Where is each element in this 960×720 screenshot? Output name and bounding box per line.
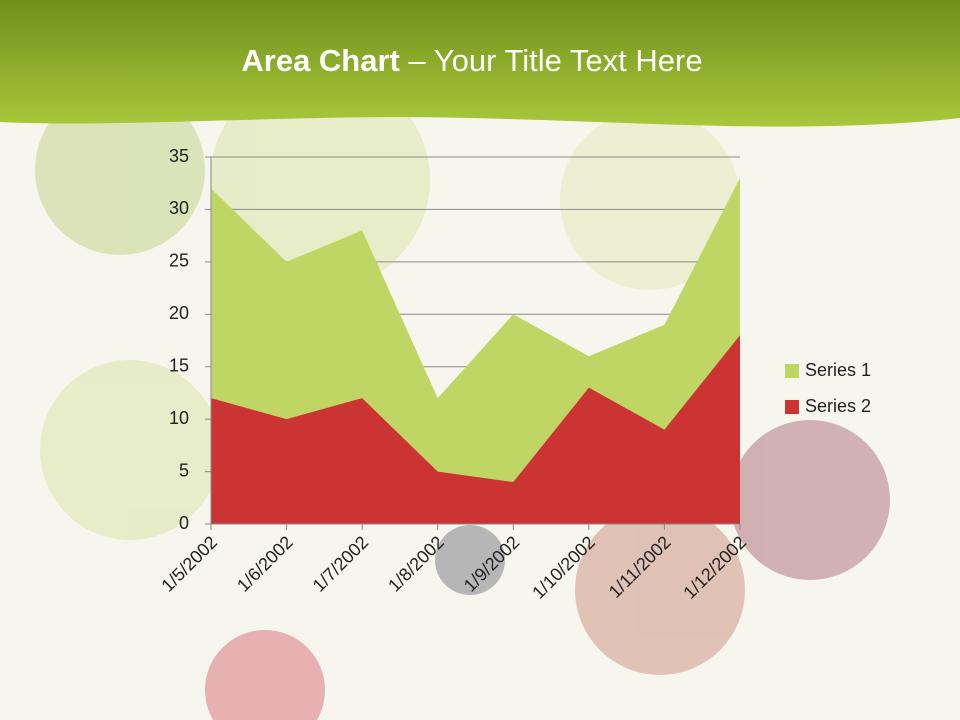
header-band [0, 0, 960, 127]
fruit-decoration [35, 70, 890, 720]
y-tick-label: 5 [179, 460, 189, 480]
y-tick-label: 0 [179, 513, 189, 533]
title-bold: Area Chart [241, 43, 400, 78]
slide-title: Area Chart – Your Title Text Here [241, 43, 702, 78]
y-tick-label: 10 [169, 408, 189, 428]
legend-swatch [785, 400, 799, 414]
legend-label: Series 2 [805, 396, 871, 416]
y-tick-label: 15 [169, 355, 189, 375]
legend-swatch [785, 364, 799, 378]
legend-label: Series 1 [805, 360, 871, 380]
y-tick-label: 35 [169, 146, 189, 166]
y-tick-label: 30 [169, 198, 189, 218]
title-rest: – Your Title Text Here [400, 43, 703, 78]
area [211, 335, 740, 524]
y-tick-label: 20 [169, 303, 189, 323]
y-tick-label: 25 [169, 251, 189, 271]
